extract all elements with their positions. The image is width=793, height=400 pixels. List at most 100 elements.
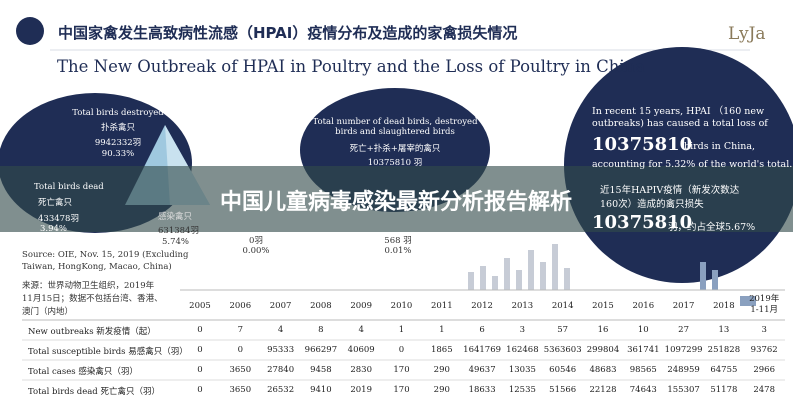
table-cell: 18633 [468,385,496,395]
header-title: 中国家禽发生高致病性流感（HPAI）疫情分布及造成的家禽损失情况 [58,24,518,42]
table-cell: 2478 [753,385,776,395]
column-header: 2018 [713,301,735,311]
source: 11月15日；数据不包括台湾、香港、 [22,294,163,304]
table-cell: 40609 [347,345,375,355]
row-label: Total cases 感染禽只（羽） [28,367,138,377]
value: 9942332羽 [94,138,142,148]
header-dot [16,17,44,45]
table-cell: 0 [197,365,203,375]
banner-band [0,166,793,232]
table-cell: 299804 [586,345,620,355]
value: 433478羽 [38,214,79,224]
table-cell: 7 [237,325,244,335]
source: 澳门（内地） [22,307,74,317]
table-cell: 4 [358,325,364,335]
banner-title: 中国儿童病毒感染最新分析报告解析 [219,190,573,215]
column-header: 2007 [269,301,292,311]
table-cell: 5363603 [543,345,582,355]
decor-bars [468,244,570,290]
table-cell: 9410 [310,385,332,395]
table-cell: 162468 [506,345,539,355]
column-header: 2016 [632,301,655,311]
value: 3.94% [40,224,68,234]
text: birds in China, [684,141,756,152]
table-cell: 95333 [267,345,295,355]
table-cell: 13 [718,325,730,335]
text: In recent 15 years, HPAI （160 new [592,106,765,117]
table-cell: 51566 [549,385,577,395]
text: 羽，约占全球5.67% [668,222,756,233]
table-cell: 8 [318,325,324,335]
value: 631384羽 [158,226,199,236]
text: 近15年HAPIV疫情（新发次数达 [600,185,740,196]
table-cell: 49637 [468,365,496,375]
column-header: 2005 [189,301,211,311]
label: Total birds dead [34,182,104,192]
table-cell: 64755 [710,365,738,375]
column-header: 2017 [672,301,695,311]
table-cell: 16 [597,325,609,335]
label: 感染禽只 [158,212,193,222]
table-cell: 22128 [589,385,617,395]
label: 死亡禽只 [38,198,73,208]
row-label: New outbreaks 新发疫情（起） [28,327,156,337]
table-cell: 361741 [627,345,660,355]
table-cell: 9458 [310,365,332,375]
table-cell: 1 [398,325,405,335]
table-cell: 2966 [753,365,776,375]
big-number: 10375810 [592,134,693,155]
table-cell: 1 [439,325,445,335]
text: outbreaks) has caused a total loss of [592,118,768,129]
table-cell: 3 [519,325,526,335]
table-cell: 51178 [710,385,738,395]
table-cell: 0 [398,345,405,355]
table-cell: 0 [237,345,244,355]
table-cell: 155307 [667,385,700,395]
table-cell: 4 [277,325,284,335]
table-cell: 248959 [667,365,700,375]
value: 0羽 [249,236,263,246]
table-cell: 6 [479,325,485,335]
table-cell: 13035 [508,365,536,375]
row-label: Total birds dead 死亡禽只（羽） [28,387,160,397]
logo: LyJa [728,24,766,44]
table-cell: 0 [197,385,203,395]
table-cell: 74643 [629,385,657,395]
table-cell: 27840 [267,365,295,375]
decor-bars-blue [700,262,756,306]
column-header: 2008 [310,301,332,311]
table-cell: 2830 [350,365,373,375]
table-cell: 0 [197,325,203,335]
table-cell: 98565 [629,365,657,375]
source: Source: OIE, Nov. 15, 2019 (Excluding [22,250,189,260]
label: 扑杀禽只 [100,123,136,133]
column-header: 2011 [430,301,453,311]
table-cell: 26532 [267,385,295,395]
column-header: 2014 [551,301,574,311]
table-cell: 12535 [508,385,536,395]
label: Total birds destroyed [72,108,164,118]
value: 568 羽 [384,236,412,246]
table-cell: 251828 [707,345,741,355]
table-cell: 1097299 [664,345,703,355]
table-cell: 290 [433,385,450,395]
table-cell: 966297 [304,345,338,355]
value: 5.74% [162,237,190,247]
value: 0.01% [384,246,412,256]
source: 来源：世界动物卫生组织，2019年 [22,281,155,291]
table-cell: 60546 [549,365,577,375]
subtitle: The New Outbreak of HPAI in Poultry and … [57,57,646,76]
table-cell: 3650 [229,385,252,395]
text: 160次）造成的禽只损失 [600,199,704,210]
table-cell: 3 [761,325,767,335]
table-cell: 1641769 [463,345,502,355]
label: Total number of dead birds, destroyed bi… [312,117,478,137]
column-header: 2012 [471,301,493,311]
column-header: 2019年 1-11月 [749,294,780,315]
table-cell: 1865 [430,345,453,355]
column-header: 2010 [390,301,413,311]
table-cell: 48683 [589,365,617,375]
column-header: 2009 [350,301,372,311]
